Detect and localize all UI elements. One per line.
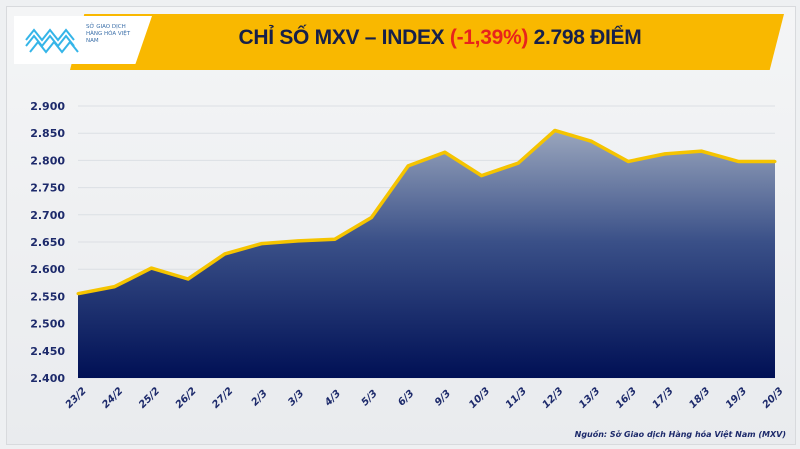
data-point — [700, 149, 704, 153]
data-point — [480, 174, 484, 178]
data-point — [186, 277, 190, 281]
x-tick-label: 11/3 — [504, 386, 529, 411]
data-point — [443, 150, 447, 154]
title-change: (-1,39%) — [449, 26, 529, 49]
y-tick-label: 2.500 — [30, 318, 65, 331]
data-point — [406, 164, 410, 168]
data-point — [149, 266, 153, 270]
data-point — [369, 216, 373, 220]
x-tick-label: 24/2 — [100, 386, 125, 411]
chart-title: CHỈ SỐ MXV – INDEX (-1,39%) 2.798 ĐIỂM — [160, 26, 720, 50]
data-point — [773, 159, 777, 163]
data-point — [553, 128, 557, 132]
y-tick-label: 2.750 — [30, 182, 65, 195]
data-point — [259, 242, 263, 246]
x-tick-label: 2/3 — [250, 388, 270, 408]
x-tick-label: 25/2 — [137, 386, 162, 411]
title-prefix: CHỈ SỐ MXV – INDEX — [238, 26, 450, 49]
y-tick-label: 2.800 — [30, 154, 65, 167]
data-point — [223, 252, 227, 256]
x-tick-label: 19/3 — [724, 386, 749, 411]
y-tick-label: 2.400 — [30, 372, 65, 385]
x-tick-label: 27/2 — [210, 386, 235, 411]
y-tick-label: 2.700 — [30, 209, 65, 222]
data-point — [333, 237, 337, 241]
x-tick-label: 6/3 — [396, 388, 416, 408]
x-tick-label: 17/3 — [651, 386, 676, 411]
y-tick-label: 2.650 — [30, 236, 65, 249]
y-tick-label: 2.600 — [30, 263, 65, 276]
x-tick-label: 10/3 — [467, 386, 492, 411]
data-point — [736, 159, 740, 163]
x-tick-label: 4/3 — [322, 388, 343, 409]
title-suffix: 2.798 ĐIỂM — [528, 26, 642, 49]
y-tick-label: 2.450 — [30, 345, 65, 358]
x-tick-label: 9/3 — [433, 388, 453, 408]
x-tick-label: 13/3 — [577, 386, 602, 411]
area-fill — [78, 130, 775, 378]
data-point — [113, 285, 117, 289]
x-tick-label: 18/3 — [687, 386, 712, 411]
logo-text: SỞ GIAO DỊCH HÀNG HÓA VIỆT NAM — [86, 24, 131, 44]
source-note: Nguồn: Sở Giao dịch Hàng hóa Việt Nam (M… — [574, 430, 786, 439]
x-tick-label: 16/3 — [614, 386, 639, 411]
data-point — [626, 159, 630, 163]
x-tick-label: 26/2 — [174, 386, 199, 411]
y-tick-label: 2.550 — [30, 290, 65, 303]
title-banner — [70, 14, 784, 70]
data-point — [516, 161, 520, 165]
x-tick-label: 20/3 — [761, 386, 786, 411]
x-tick-label: 5/3 — [360, 388, 380, 408]
logo-mark-icon — [25, 28, 79, 54]
x-tick-label: 12/3 — [541, 386, 566, 411]
y-tick-label: 2.900 — [30, 100, 65, 113]
data-point — [590, 139, 594, 143]
y-tick-label: 2.850 — [30, 127, 65, 140]
series-line — [77, 128, 775, 296]
data-point — [296, 239, 300, 243]
data-point — [76, 292, 80, 296]
x-tick-label: 3/3 — [286, 388, 306, 408]
data-point — [663, 152, 667, 156]
x-tick-label: 23/2 — [64, 386, 89, 411]
